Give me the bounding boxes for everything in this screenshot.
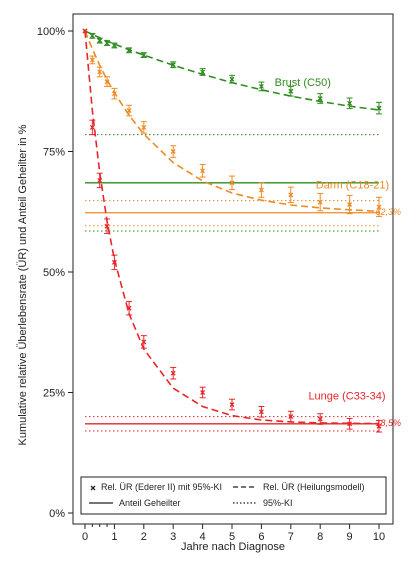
cured-fraction-label: 18,5%: [376, 418, 402, 428]
cured-fraction-label: 62,3%: [376, 207, 402, 217]
x-tick-label: 2: [141, 531, 147, 543]
data-point-marker: [89, 124, 95, 130]
x-tick-label: 4: [200, 531, 206, 543]
data-point-marker: [111, 259, 117, 265]
legend-box: [80, 476, 387, 515]
x-tick-label: 9: [347, 531, 353, 543]
x-tick-label: 3: [170, 531, 176, 543]
y-tick-label: 75%: [43, 147, 65, 159]
data-point-marker: [126, 108, 132, 113]
data-point-marker: [141, 339, 147, 345]
x-tick-label: 10: [373, 531, 385, 543]
x-tick-label: 7: [288, 531, 294, 543]
y-tick-label: 100%: [37, 26, 65, 38]
data-point-marker: [89, 57, 95, 63]
y-axis-label: Kumulative relative Überlebensrate (ÜR) …: [17, 124, 29, 445]
data-point-marker: [376, 204, 382, 210]
data-point-marker: [170, 370, 176, 376]
data-point-marker: [288, 192, 294, 198]
model-curve-line: [84, 30, 380, 213]
data-point-marker: [229, 180, 235, 186]
y-tick-label: 25%: [43, 388, 65, 400]
data-point-marker: [170, 149, 176, 154]
y-tick-label: 0%: [49, 508, 65, 520]
data-point-marker: [229, 76, 235, 82]
data-point-marker: [288, 88, 294, 94]
data-point-marker: [126, 305, 132, 311]
data-point-marker: [317, 416, 323, 422]
x-tick-label: 5: [229, 531, 235, 543]
data-point-marker: [141, 52, 147, 58]
data-point-marker: [111, 43, 117, 48]
data-point-marker: [258, 83, 264, 89]
data-point-marker: [104, 223, 110, 229]
data-point-marker: [126, 47, 132, 53]
data-point-marker: [376, 423, 382, 429]
data-point-marker: [170, 62, 176, 68]
legend-label: Anteil Geheilter: [119, 498, 181, 508]
data-point-marker: [347, 100, 353, 106]
data-point-marker: [104, 79, 110, 85]
x-tick-label: 6: [258, 531, 264, 543]
data-point-marker: [111, 91, 117, 97]
legend-label: Rel. ÜR (Ederer II) mit 95%-KI: [101, 482, 222, 492]
data-point-marker: [317, 96, 323, 101]
data-point-marker: [258, 409, 264, 415]
data-point-marker: [347, 202, 353, 207]
data-point-marker: [200, 390, 206, 395]
data-point-marker: [347, 421, 353, 427]
data-point-marker: [258, 187, 264, 193]
data-point-marker: [141, 124, 147, 130]
x-tick-label: 1: [111, 531, 117, 543]
data-point-marker: [317, 199, 323, 205]
series-label: Lunge (C33-34): [308, 391, 385, 403]
series-label: Darm (C18-21): [316, 180, 389, 192]
data-point-marker: [97, 177, 103, 183]
data-point-marker: [104, 40, 110, 46]
legend-label: 95%-KI: [263, 498, 293, 508]
legend-marker-cross: [90, 485, 96, 491]
data-point-marker: [97, 38, 103, 44]
legend-label: Rel. ÜR (Heilungsmodell): [263, 482, 365, 492]
data-point-marker: [89, 33, 95, 39]
data-point-marker: [376, 105, 382, 111]
data-point-marker: [97, 69, 103, 75]
x-tick-label: 0: [82, 531, 88, 543]
data-point-marker: [82, 28, 88, 34]
series-label: Brust (C50): [275, 77, 331, 89]
data-point-marker: [288, 414, 294, 420]
x-axis-label: Jahre nach Diagnose: [181, 541, 285, 553]
y-tick-label: 50%: [43, 267, 65, 279]
plot-frame: [72, 13, 394, 525]
data-point-marker: [229, 402, 235, 408]
data-point-marker: [200, 69, 206, 75]
data-point-marker: [200, 168, 206, 174]
x-tick-label: 8: [317, 531, 323, 543]
model-curve-line: [84, 30, 380, 425]
